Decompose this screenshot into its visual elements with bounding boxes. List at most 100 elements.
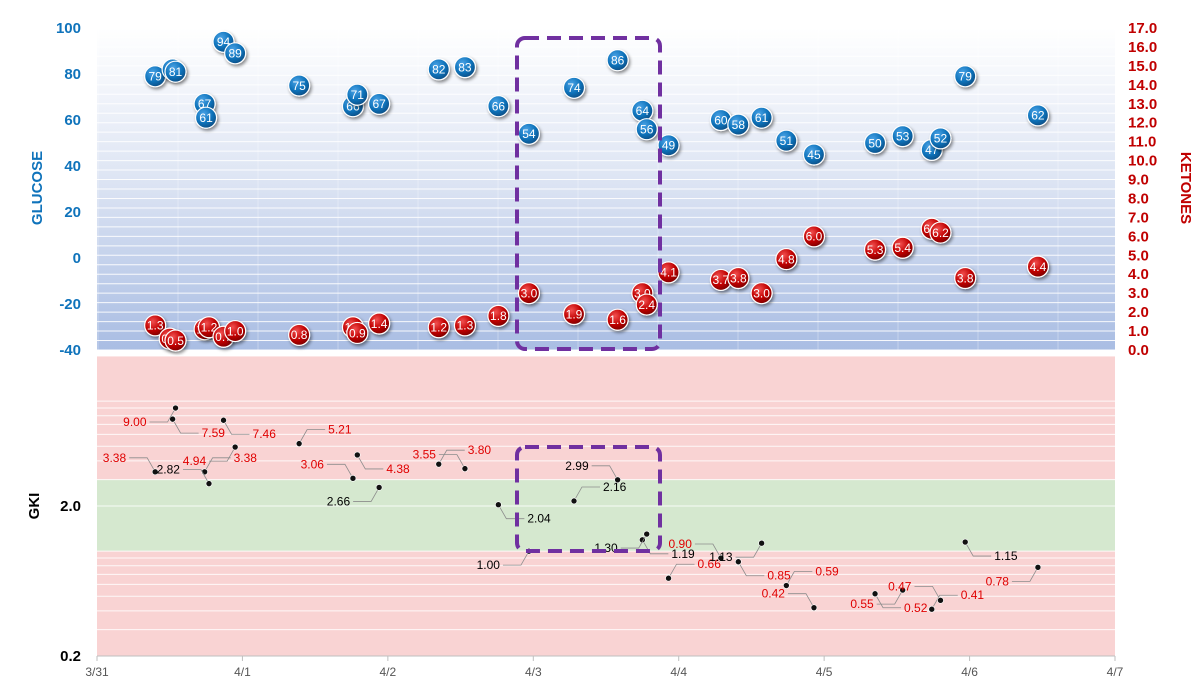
ketone-point: 4.8 [775, 247, 798, 271]
glucose-point: 64 [631, 99, 654, 122]
top-gridlines [97, 27, 1115, 351]
glucose-point-label: 50 [868, 136, 882, 150]
highlight-box-bottom [515, 445, 662, 553]
ketone-point: 5.3 [863, 238, 887, 261]
gki-point: 0.59 [783, 565, 839, 589]
gki-point: 4.94 [183, 443, 239, 468]
ketone-point-marker [487, 304, 510, 328]
ketone-point-label: 3.8 [730, 271, 747, 285]
ketone-point: 1.2 [427, 316, 450, 339]
gki-point: 3.06 [301, 457, 357, 482]
glucose-point-marker [1026, 104, 1050, 127]
gki-marker [783, 582, 790, 589]
gki-point-label: 0.90 [669, 537, 693, 551]
gki-marker [151, 468, 159, 476]
ketone-point: 0.9 [346, 321, 369, 345]
glucose-point-marker [863, 131, 887, 155]
gki-point-label: 0.55 [850, 597, 874, 611]
ketone-point-label: 1.2 [430, 321, 447, 335]
glucose-point: 71 [346, 83, 369, 106]
gki-point-label: 3.38 [234, 451, 258, 465]
gki-point: 7.59 [169, 415, 225, 440]
glucose-tick-label: 20 [64, 204, 81, 221]
gki-point-label: 2.04 [527, 512, 551, 526]
date-tick-label: 4/1 [234, 665, 251, 679]
glucose-ketone-marks: 7982816761948975667167828366547486645649… [144, 30, 1050, 352]
gki-point: 2.99 [565, 459, 621, 484]
gki-point: 1.13 [709, 539, 765, 564]
gki-leader-line [787, 593, 815, 608]
ketone-point-label: 1.8 [490, 309, 507, 323]
ketone-point: 6.2 [929, 221, 952, 244]
gki-marker [810, 604, 818, 611]
glucose-point-marker [929, 127, 952, 150]
ketone-point: 3.8 [727, 266, 750, 290]
glucose-point-marker [368, 92, 391, 116]
gki-marker [495, 501, 502, 509]
ketone-point: 3.8 [954, 266, 977, 290]
ketone-point: 6.0 [802, 225, 826, 248]
glucose-tick-label: 60 [64, 112, 81, 129]
ketone-point: 1.4 [368, 312, 391, 335]
gki-point-label: 2.16 [603, 480, 627, 494]
ketone-point-label: 5.3 [867, 243, 884, 257]
ketone-tick-label: 15.0 [1128, 58, 1157, 75]
ketone-point-label: 3.8 [957, 271, 974, 285]
ketone-point-label: 6.0 [806, 230, 823, 244]
glucose-point: 83 [453, 55, 477, 79]
glucose-point: 66 [487, 95, 510, 118]
gki-leader-line [356, 454, 384, 470]
gki-leader-line [694, 543, 722, 559]
ketone-point-marker [288, 323, 311, 346]
gki-point-label: 1.13 [709, 550, 733, 564]
glucose-point-label: 89 [228, 47, 242, 61]
glucose-point: 82 [427, 58, 450, 81]
glucose-point-marker [164, 60, 187, 83]
gki-point: 3.80 [435, 443, 492, 468]
gki-leader-line [438, 454, 466, 469]
gki-point: 0.85 [735, 558, 791, 583]
ketone-point-label: 1.3 [147, 319, 164, 333]
glucose-point-label: 61 [755, 111, 769, 125]
ketone-tick-label: 13.0 [1128, 96, 1157, 113]
glucose-point-marker [288, 74, 311, 97]
gki-point-label: 0.42 [762, 587, 786, 601]
gki-point: 2.82 [157, 463, 213, 487]
gki-point-label: 3.55 [413, 448, 437, 462]
gki-point-label: 3.80 [468, 443, 492, 457]
ketone-point-marker [144, 314, 167, 337]
ketone-tick-label: 4.0 [1128, 266, 1149, 283]
gki-point-label: 3.38 [103, 451, 127, 465]
glucose-point: 75 [288, 74, 311, 97]
gki-gridlines [97, 355, 1115, 657]
date-tick-label: 3/31 [85, 665, 109, 679]
glucose-point-marker [346, 83, 369, 106]
gki-leader-line [298, 429, 326, 444]
gki-marker [349, 474, 357, 482]
gki-point-label: 0.78 [986, 574, 1010, 588]
gki-leader-line [735, 542, 762, 558]
gki-point-label: 5.21 [328, 423, 352, 437]
glucose-point-label: 54 [522, 127, 536, 141]
glucose-point: 79 [954, 65, 977, 88]
gki-panel: 2.0 0.2 GKI 3/31 4/1 4/2 4/3 4/4 4/5 4/6 4/7 3.3… [26, 355, 1124, 679]
glucose-point: 49 [657, 134, 680, 157]
glucose-point-label: 64 [636, 104, 650, 118]
ketone-point-marker [453, 314, 477, 337]
glucose-point: 45 [802, 143, 826, 166]
gki-point: 0.66 [665, 557, 721, 582]
ketone-tick-label: 12.0 [1128, 115, 1157, 132]
bottom-plot-area-low-band [97, 551, 1115, 656]
ketone-tick-label: 10.0 [1128, 153, 1157, 170]
gki-tick-label: 2.0 [60, 498, 81, 515]
ketone-point-label: 1.0 [227, 324, 244, 338]
ketone-point-label: 2.4 [638, 298, 655, 312]
gki-point: 7.46 [220, 416, 276, 441]
ketone-point-label: 3.0 [753, 286, 770, 300]
glucose-point: 67 [368, 92, 391, 116]
gki-point: 1.15 [961, 538, 1018, 563]
glucose-point-label: 82 [432, 63, 446, 77]
glucose-point-label: 58 [732, 118, 746, 132]
ketone-tick-label: 5.0 [1128, 247, 1149, 264]
gki-marker [1034, 564, 1042, 571]
